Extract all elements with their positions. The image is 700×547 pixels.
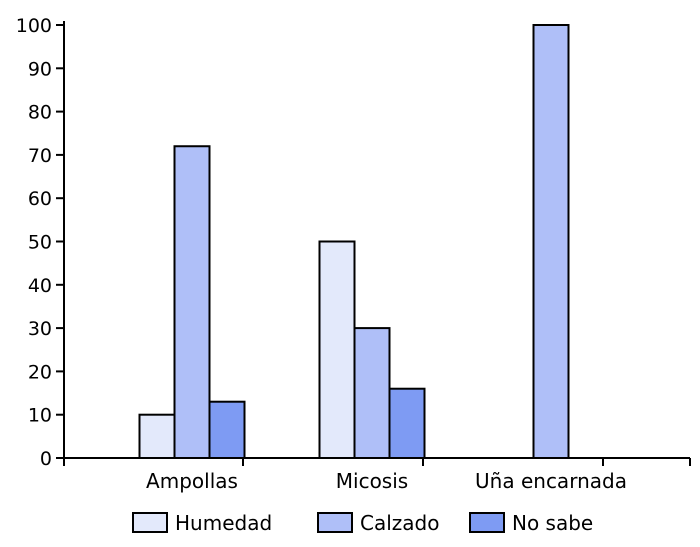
x-category-label: Uña encarnada — [475, 469, 627, 493]
bar-calzado — [532, 24, 570, 459]
bar-calzado — [173, 145, 211, 460]
y-tick-label: 40 — [28, 275, 52, 297]
bar-no-sabe — [388, 387, 426, 459]
legend-swatch — [132, 512, 168, 533]
legend: Humedad Calzado No sabe — [132, 511, 593, 535]
y-tick-label: 0 — [40, 448, 52, 470]
y-tick-label: 100 — [16, 15, 52, 37]
bar-humedad — [138, 413, 176, 460]
y-tick-label: 20 — [28, 361, 52, 383]
bar-calzado — [353, 327, 391, 459]
x-category-label: Micosis — [336, 469, 408, 493]
y-tick-label: 50 — [28, 232, 52, 254]
legend-swatch — [469, 512, 505, 533]
y-tick-label: 90 — [28, 58, 52, 80]
y-tick-label: 30 — [28, 318, 52, 340]
x-axis: Ampollas Micosis Uña encarnada — [63, 457, 691, 493]
y-tick-label: 10 — [28, 405, 52, 427]
y-axis: 0 10 20 30 40 50 60 70 80 90 100 — [16, 15, 65, 470]
legend-swatch — [317, 512, 353, 533]
bar-no-sabe — [208, 400, 246, 459]
bars — [138, 24, 570, 460]
legend-label: Humedad — [175, 511, 272, 535]
y-tick-label: 60 — [28, 188, 52, 210]
legend-label: Calzado — [360, 511, 439, 535]
bar-humedad — [318, 240, 356, 459]
x-category-label: Ampollas — [146, 469, 238, 493]
legend-label: No sabe — [512, 511, 593, 535]
y-tick-label: 80 — [28, 102, 52, 124]
y-tick-label: 70 — [28, 145, 52, 167]
